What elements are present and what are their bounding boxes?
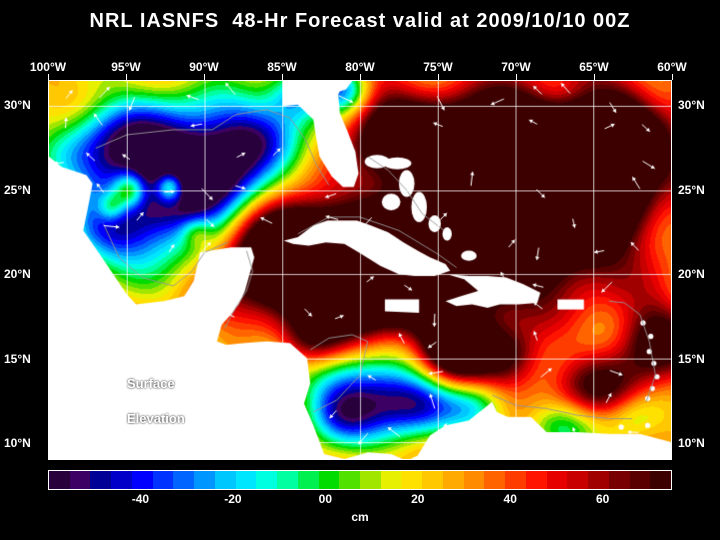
colorbar-swatch	[608, 471, 630, 489]
colorbar-swatch	[360, 471, 381, 489]
x-axis-label: 100°W	[29, 60, 67, 74]
x-axis-tick	[516, 74, 517, 80]
colorbar-tick-label: 20	[411, 492, 425, 506]
colorbar-swatch	[650, 471, 672, 489]
colorbar-swatch	[49, 471, 70, 489]
map-frame[interactable]: Surface Elevation	[48, 80, 672, 460]
colorbar-swatch	[69, 471, 91, 489]
x-axis-tick	[672, 74, 673, 80]
x-axis-tick	[360, 74, 361, 80]
colorbar-swatch	[380, 471, 402, 489]
x-axis-label: 75°W	[423, 60, 453, 74]
colorbar-tick-label: 60	[595, 492, 610, 506]
colorbar-swatch	[194, 471, 215, 489]
colorbar-swatch	[546, 471, 568, 489]
x-axis-tick	[438, 74, 439, 80]
colorbar-swatch	[463, 471, 485, 489]
y-axis-label-right: 30°N	[678, 98, 705, 113]
y-axis-label-right: 15°N	[678, 351, 705, 366]
colorbar-swatch	[442, 471, 464, 489]
y-axis-label-left: 20°N	[4, 267, 31, 282]
colorbar-swatch	[152, 471, 174, 489]
colorbar-swatch	[256, 471, 278, 489]
x-axis-label: 65°W	[579, 60, 609, 74]
y-axis-label-right: 25°N	[678, 182, 705, 197]
x-axis-label: 70°W	[501, 60, 531, 74]
colorbar-swatch	[131, 471, 153, 489]
colorbar-swatch	[401, 471, 423, 489]
y-axis-label-left: 10°N	[4, 436, 31, 451]
colorbar-tick-label: -40	[131, 492, 150, 506]
x-axis-label: 80°W	[345, 60, 375, 74]
colorbar-swatch	[214, 471, 236, 489]
colorbar-tick-label: -20	[224, 492, 242, 506]
x-axis-tick	[48, 74, 49, 80]
colorbar-swatch	[90, 471, 112, 489]
page-title: NRL IASNFS 48-Hr Forecast valid at 2009/…	[89, 10, 631, 32]
x-axis-tick	[204, 74, 205, 80]
sea-surface-elevation-map	[49, 81, 671, 459]
colorbar-swatch	[339, 471, 361, 489]
colorbar-tick-label: 00	[318, 492, 333, 506]
colorbar-swatch	[297, 471, 319, 489]
colorbar-unit: cm	[351, 510, 369, 524]
x-axis-label: 90°W	[189, 60, 219, 74]
x-axis-label: 60°W	[657, 60, 687, 74]
y-axis-label-right: 20°N	[678, 267, 705, 282]
colorbar-swatch	[525, 471, 547, 489]
colorbar-swatch	[484, 471, 506, 489]
colorbar-swatch	[235, 471, 257, 489]
y-axis-label-right: 10°N	[678, 436, 705, 451]
colorbar-wrap	[48, 470, 672, 490]
y-axis-label-left: 30°N	[4, 98, 31, 113]
colorbar-tick-label: 40	[503, 492, 517, 506]
x-axis-tick	[594, 74, 595, 80]
x-axis-label: 85°W	[267, 60, 297, 74]
colorbar-swatch	[277, 471, 298, 489]
colorbar-swatch	[173, 471, 195, 489]
colorbar-swatch	[567, 471, 589, 489]
colorbar-swatch	[318, 471, 340, 489]
y-axis-label-left: 25°N	[4, 182, 31, 197]
y-axis-label-left: 15°N	[4, 351, 31, 366]
colorbar	[48, 470, 672, 490]
colorbar-swatch	[505, 471, 526, 489]
x-axis-tick	[126, 74, 127, 80]
colorbar-swatch	[422, 471, 443, 489]
colorbar-swatch	[588, 471, 609, 489]
x-axis-label: 95°W	[111, 60, 141, 74]
map-note-line2: Elevation	[127, 411, 185, 426]
map-note-line1: Surface	[127, 376, 175, 391]
x-axis-tick	[282, 74, 283, 80]
colorbar-swatch	[629, 471, 651, 489]
colorbar-swatch	[111, 471, 132, 489]
